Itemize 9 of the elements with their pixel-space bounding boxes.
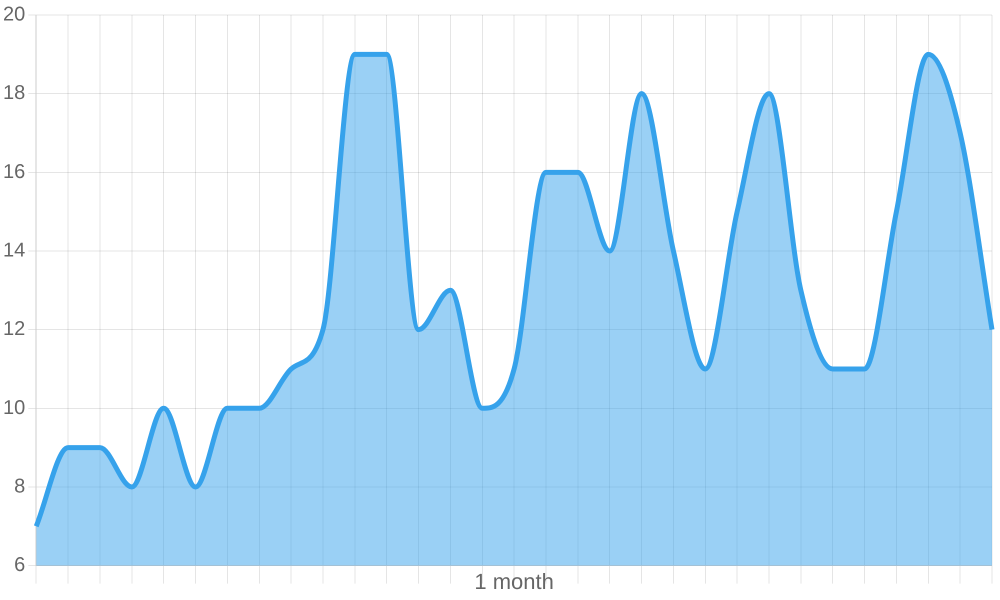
y-tick-label: 12	[2, 318, 26, 340]
x-axis-title: 1 month	[474, 568, 554, 594]
y-tick-label: 6	[14, 554, 26, 576]
y-tick-label: 10	[2, 396, 26, 419]
y-tick-label: 16	[2, 160, 26, 183]
y-tick-label: 14	[2, 239, 26, 262]
y-tick-label: 8	[14, 475, 26, 498]
y-tick-label: 20	[2, 4, 26, 26]
y-tick-label: 18	[2, 82, 26, 104]
